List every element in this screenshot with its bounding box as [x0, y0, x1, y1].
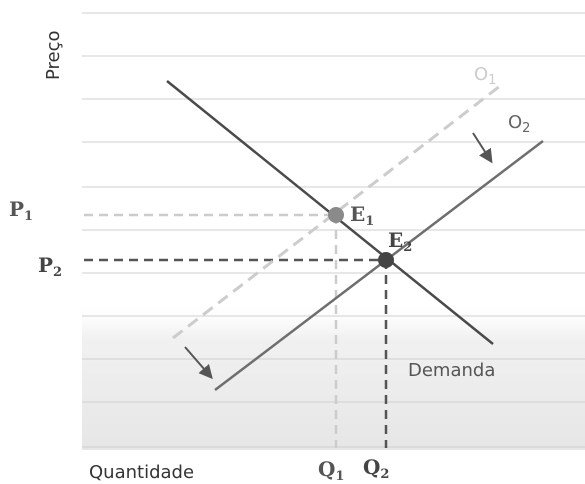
- quantity-1-label: Q1: [318, 457, 344, 484]
- supply-curve-1: [172, 84, 501, 340]
- price-1-label: P1: [9, 197, 33, 224]
- equilibrium-2-label: E2: [388, 228, 412, 255]
- supply-1-label: O1: [474, 64, 496, 88]
- background-band: [82, 300, 585, 450]
- quantity-axis-label: Quantidade: [89, 462, 194, 483]
- gridlines: [82, 12, 585, 448]
- equilibrium-point-1: [328, 207, 344, 223]
- shift-arrow-lower: [184, 346, 213, 380]
- price-axis-label: Preço: [43, 30, 64, 80]
- price-2-label: P2: [38, 253, 62, 280]
- supply-curve-2: [214, 140, 544, 391]
- equilibrium-1-label: E1: [350, 202, 374, 229]
- supply-2-label: O2: [508, 112, 530, 136]
- equilibrium-point-2: [378, 252, 394, 268]
- quantity-2-label: Q2: [363, 455, 389, 482]
- demand-label: Demanda: [408, 360, 495, 381]
- shift-arrow-upper: [472, 132, 493, 164]
